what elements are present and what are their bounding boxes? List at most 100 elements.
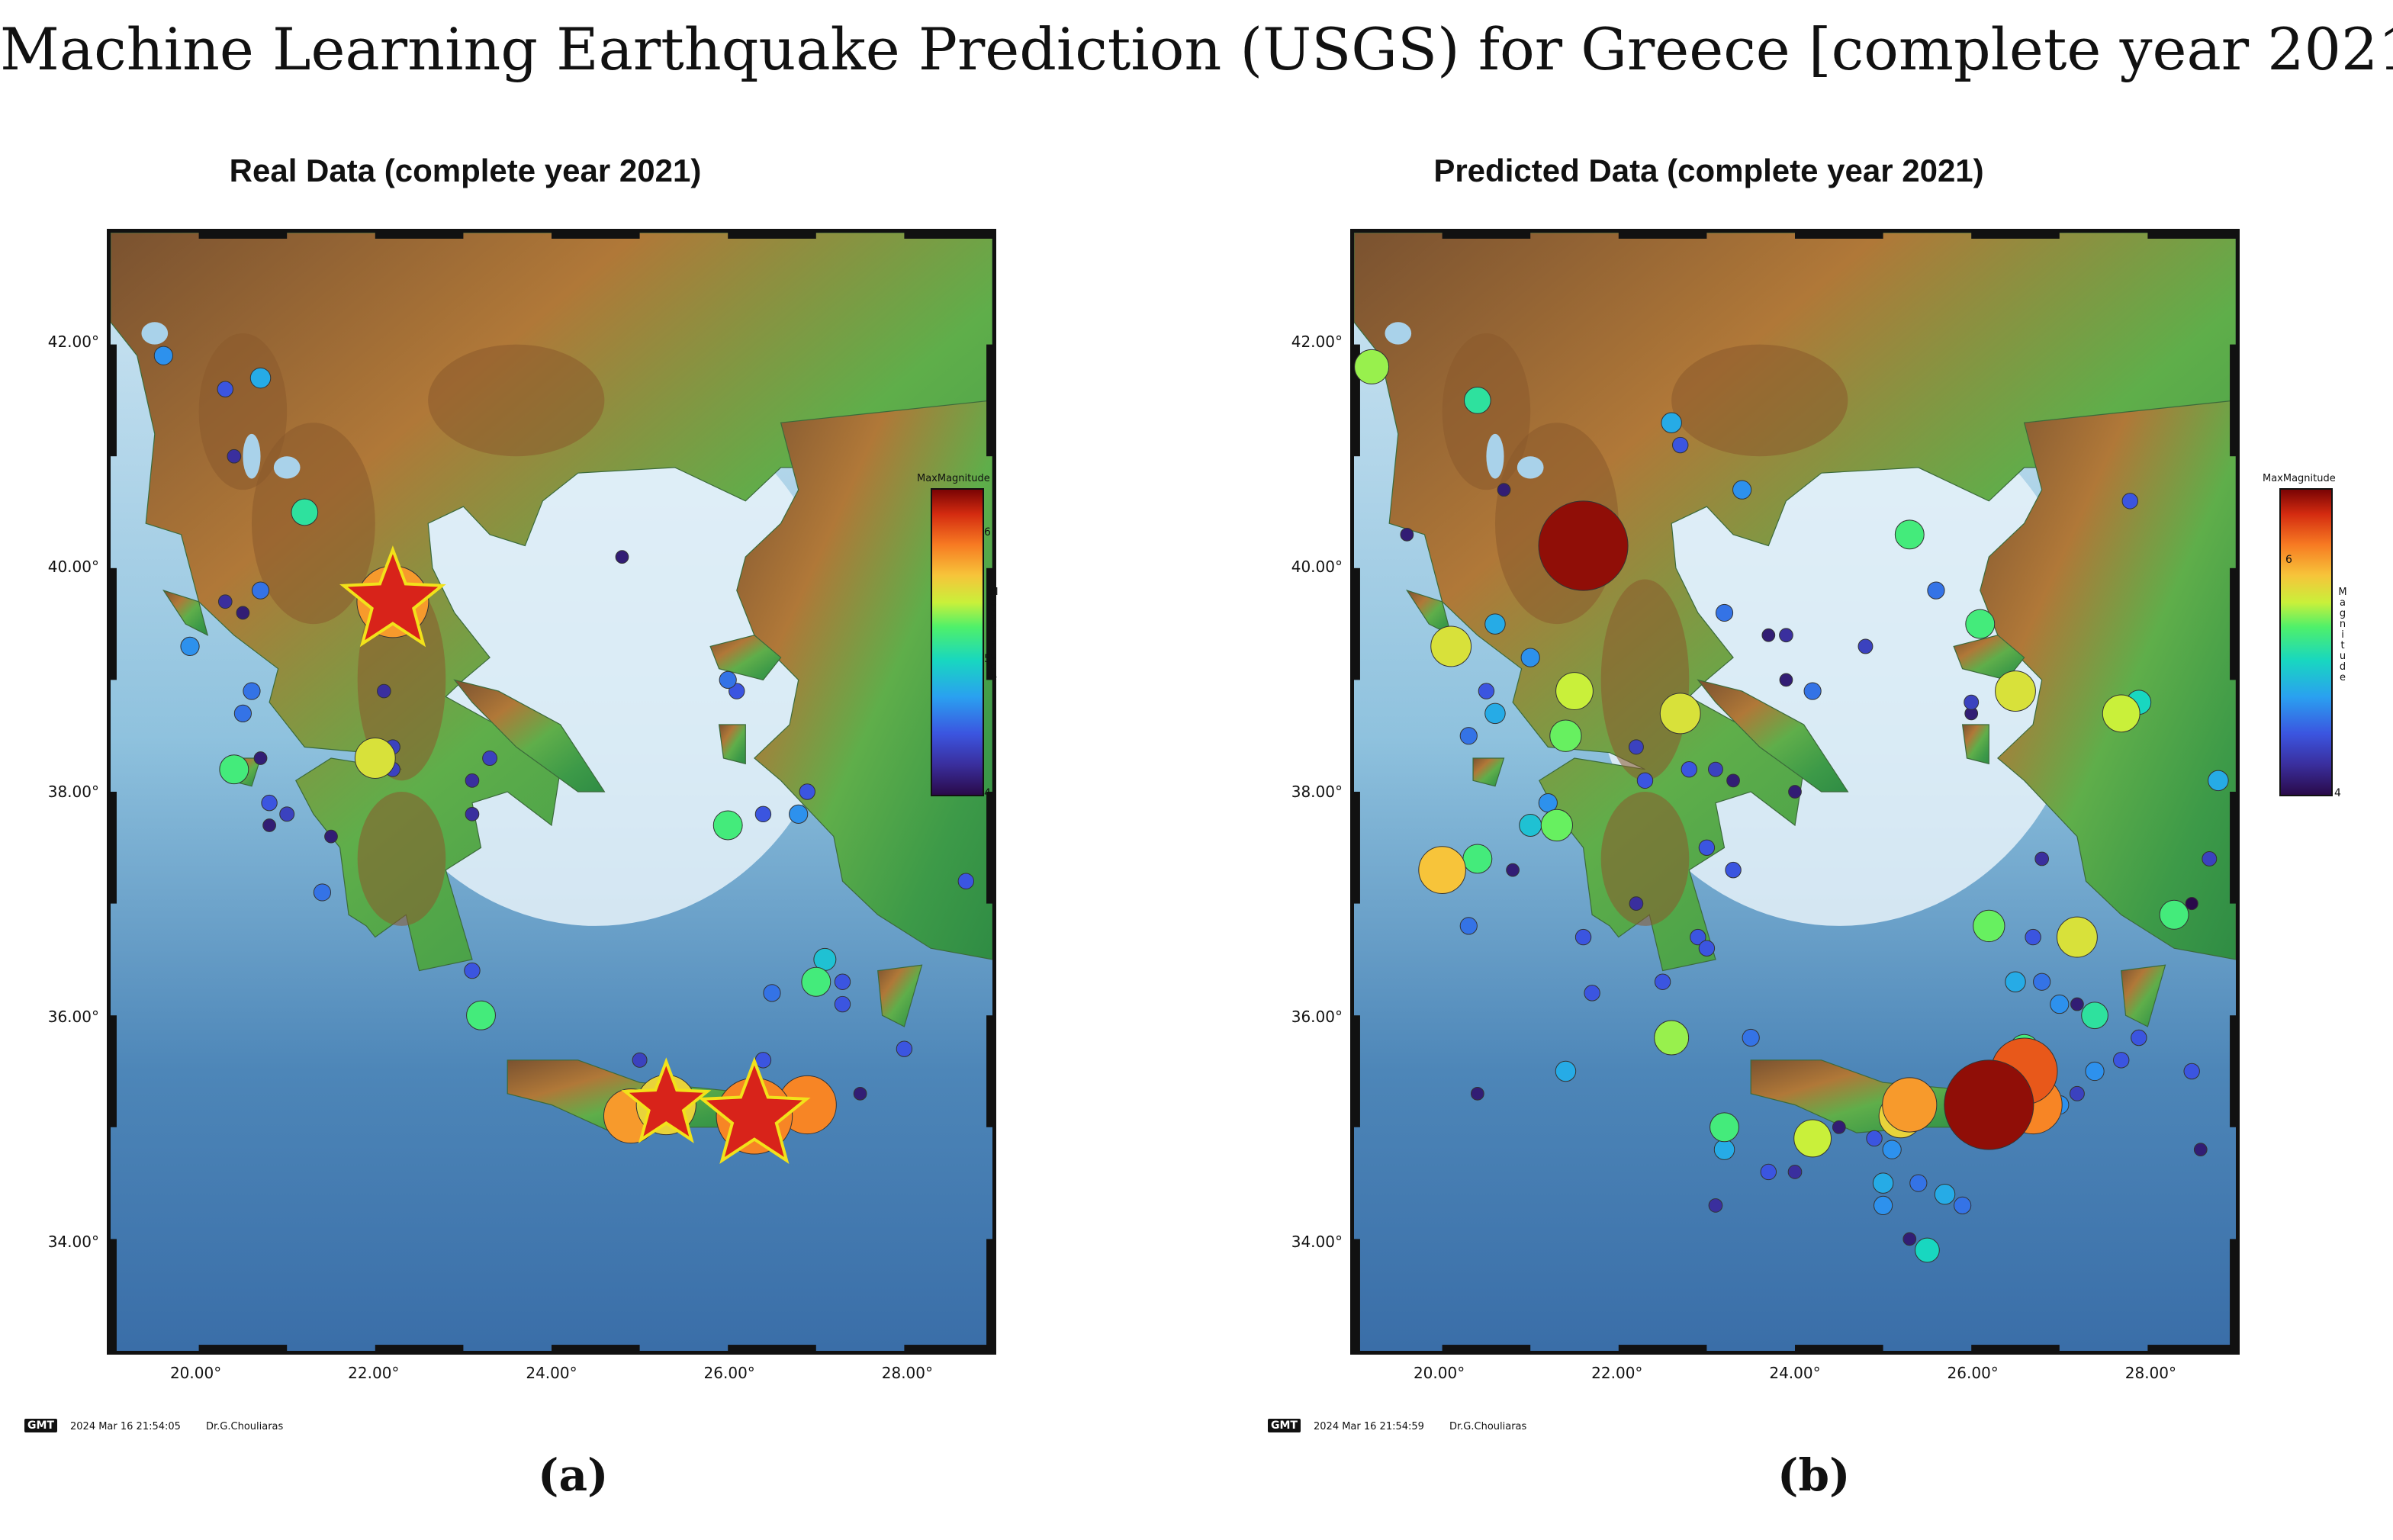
- longitude-tick-label: 28.00°: [2124, 1364, 2177, 1382]
- earthquake-marker: [233, 704, 252, 722]
- earthquake-marker: [291, 498, 319, 526]
- earthquake-marker: [1484, 702, 1506, 725]
- earthquake-marker: [2193, 1143, 2208, 1157]
- frame-tick: [904, 1345, 992, 1351]
- gmt-logo: GMT: [1268, 1419, 1301, 1432]
- earthquake-marker: [153, 346, 173, 365]
- frame-tick: [375, 1345, 464, 1351]
- longitude-tick-label: 22.00°: [1591, 1364, 1643, 1382]
- earthquake-marker: [853, 1086, 867, 1101]
- frame-tick: [986, 792, 992, 904]
- earthquake-marker: [1549, 719, 1582, 752]
- latitude-tick-label: 40.00°: [47, 557, 99, 576]
- frame-tick: [986, 344, 992, 457]
- colorbar-tick: 4: [984, 787, 991, 799]
- earthquake-marker: [834, 973, 851, 990]
- colorbar-title: MaxMagnitude: [2263, 473, 2336, 484]
- panel-label: (b): [1777, 1449, 1851, 1501]
- earthquake-marker: [2131, 1029, 2147, 1046]
- earthquake-marker: [1995, 670, 2036, 712]
- frame-tick: [111, 344, 117, 457]
- earthquake-marker: [1628, 739, 1644, 755]
- frame-tick: [1354, 344, 1360, 457]
- earthquake-marker: [243, 682, 261, 700]
- earthquake-marker: [1354, 349, 1390, 384]
- frame-tick: [1442, 1345, 1531, 1351]
- earthquake-marker: [354, 738, 396, 779]
- frame-tick: [111, 792, 117, 904]
- longitude-tick-label: 20.00°: [169, 1364, 222, 1382]
- earthquake-marker: [1459, 917, 1478, 935]
- major-earthquake-star: [621, 1057, 712, 1143]
- earthquake-marker: [1418, 846, 1466, 894]
- frame-tick: [986, 1239, 992, 1351]
- earthquake-marker: [2185, 897, 2198, 911]
- earthquake-marker: [1872, 1172, 1894, 1194]
- earthquake-marker: [1698, 940, 1716, 956]
- earthquake-marker: [1462, 844, 1493, 874]
- frame-tick: [1971, 1345, 2060, 1351]
- earthquake-marker: [377, 683, 391, 699]
- frame-tick: [904, 233, 992, 239]
- frame-tick: [1795, 233, 1883, 239]
- author: Dr.G.Chouliaras: [1449, 1421, 1527, 1432]
- earthquake-marker: [2081, 1001, 2108, 1030]
- earthquake-marker: [1866, 1130, 1883, 1147]
- land-lesvos: [1953, 635, 2025, 681]
- frame-tick: [111, 567, 117, 680]
- earthquake-marker: [1506, 863, 1520, 877]
- earthquake-marker: [1793, 1119, 1832, 1158]
- longitude-tick-label: 28.00°: [881, 1364, 934, 1382]
- earthquake-marker: [1760, 1163, 1777, 1181]
- gmt-logo: GMT: [24, 1419, 57, 1432]
- earthquake-marker: [1555, 672, 1594, 710]
- land-lesvos: [709, 635, 782, 681]
- earthquake-marker: [1636, 772, 1654, 789]
- earthquake-marker: [1832, 1120, 1846, 1134]
- major-earthquake-star: [339, 545, 446, 648]
- lake: [1517, 456, 1544, 479]
- earthquake-marker: [1788, 785, 1802, 799]
- timestamp: 2024 Mar 16 21:54:59: [1314, 1421, 1424, 1432]
- panel-title: Real Data (complete year 2021): [229, 153, 702, 188]
- earthquake-marker: [1779, 628, 1793, 643]
- frame-tick: [728, 233, 816, 239]
- earthquake-marker: [1540, 809, 1574, 842]
- land-turkey: [1980, 400, 2236, 960]
- colorbar-tick: 6: [984, 526, 991, 539]
- earthquake-marker: [2208, 770, 2229, 792]
- earthquake-marker: [1973, 909, 2005, 943]
- earthquake-marker: [1726, 773, 1740, 788]
- mountain-relief: [1600, 579, 1690, 781]
- frame-tick: [552, 1345, 640, 1351]
- land-mainland: [111, 233, 992, 972]
- earthquake-marker: [2183, 1063, 2200, 1080]
- earthquake-marker: [1761, 628, 1776, 642]
- earthquake-marker: [1894, 519, 1925, 550]
- longitude-tick-label: 20.00°: [1413, 1364, 1465, 1382]
- panel-label: (a): [538, 1449, 609, 1501]
- earthquake-marker: [1934, 1184, 1956, 1205]
- earthquake-marker: [465, 806, 480, 821]
- frame-tick: [111, 1015, 117, 1127]
- earthquake-marker: [2069, 1085, 2085, 1101]
- frame-tick: [2230, 1015, 2236, 1127]
- earthquake-marker: [2070, 997, 2084, 1011]
- earthquake-marker: [466, 1000, 496, 1030]
- earthquake-marker: [465, 773, 480, 788]
- earthquake-marker: [801, 966, 831, 997]
- land-chios: [1961, 724, 1989, 765]
- mountain-relief: [1671, 344, 1848, 457]
- earthquake-marker: [763, 984, 781, 1002]
- frame-tick: [2230, 567, 2236, 680]
- earthquake-marker: [1430, 625, 1472, 667]
- earthquake-marker: [712, 810, 743, 841]
- latitude-tick-label: 36.00°: [1291, 1008, 1343, 1027]
- terrain-map: [1354, 233, 2236, 1351]
- latitude-tick-label: 38.00°: [1291, 783, 1343, 801]
- land-rhodes: [2121, 964, 2166, 1027]
- map-real: [107, 229, 996, 1355]
- earthquake-marker: [1944, 1059, 2034, 1150]
- land-euboea: [453, 679, 606, 793]
